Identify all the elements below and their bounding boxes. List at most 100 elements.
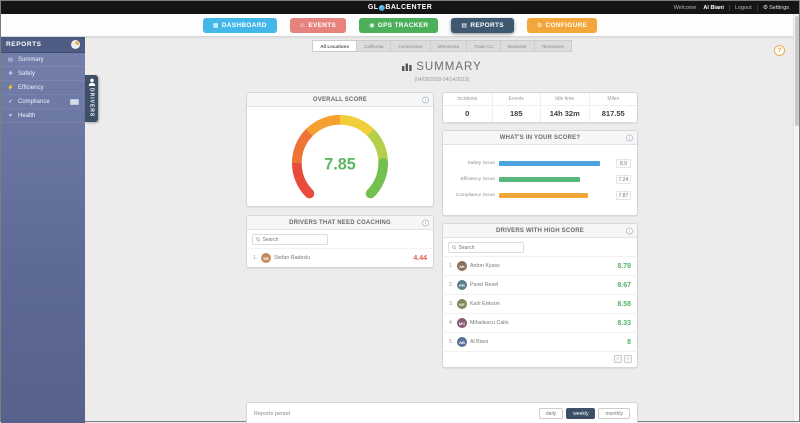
sidebar-title: REPORTS (6, 41, 42, 48)
bar-value: 8.9 (616, 159, 631, 168)
next-page-button[interactable] (624, 355, 632, 363)
prev-page-button[interactable] (614, 355, 622, 363)
gear-icon: ⚙ (762, 5, 769, 11)
coaching-header: DRIVERS THAT NEED COACHING (247, 216, 433, 230)
topbar: GL BALCENTER Welcome Al Biani Logout ⚙ S… (1, 1, 799, 14)
summary-icon: ▤ (7, 56, 14, 63)
coaching-row[interactable]: 1. SR Stefan Radeslu 4.44 (247, 248, 433, 267)
safety-score-bar-row: Safety Score 8.9 (449, 159, 631, 168)
stat-incidents: Incidents 0 (443, 93, 492, 122)
high-score-row[interactable]: 4. MC Mihailescu Calin 8.33 (443, 313, 637, 332)
stat-events: Events 185 (491, 93, 540, 122)
driver-score: 8.58 (617, 300, 631, 308)
score-breakdown-card: WHAT'S IN YOUR SCORE? Safety Score 8.9 E… (442, 130, 638, 216)
events-icon: ⚠ (299, 22, 306, 29)
coaching-search[interactable] (252, 234, 328, 245)
high-score-row[interactable]: 3. KE Karli Erikson 8.58 (443, 294, 637, 313)
stat-value: 817.55 (601, 109, 625, 118)
compliance-icon: ✔ (8, 98, 13, 105)
location-tab[interactable]: California (357, 40, 392, 52)
driver-name: Karli Erikson (470, 301, 500, 307)
sidebar-item-compliance[interactable]: ✔ Compliance (1, 95, 85, 109)
info-icon[interactable] (422, 96, 429, 103)
settings-label: Settings (769, 4, 789, 11)
efficiency-icon: ⚡ (7, 84, 14, 91)
sidebar-item-summary[interactable]: ▤ Summary (1, 53, 85, 67)
scrollbar[interactable] (793, 14, 799, 421)
stat-value: 185 (509, 109, 523, 118)
nav-dashboard-button[interactable]: ▦ DASHBOARD (202, 17, 277, 33)
monthly-button[interactable]: monthly (598, 408, 630, 419)
coaching-search-row (247, 230, 433, 248)
compliance-score-bar-row: Compliance Score 7.87 (449, 191, 631, 200)
main-nav: ▦ DASHBOARD ⚠ EVENTS ◉ GPS TRACKER ▤ REP… (1, 14, 799, 37)
high-score-search[interactable] (448, 242, 524, 253)
coaching-card: DRIVERS THAT NEED COACHING 1. SR Stefan … (246, 215, 434, 268)
search-icon (256, 237, 261, 242)
info-icon[interactable] (626, 227, 633, 234)
high-score-row[interactable]: 2. PR Pavel Resel 8.67 (443, 275, 637, 294)
overall-score-gauge: 7.85 (247, 107, 433, 206)
card-title: DRIVERS WITH HIGH SCORE (496, 227, 584, 234)
bar-chart-icon (402, 63, 412, 71)
nav-reports-button[interactable]: ▤ REPORTS (451, 17, 514, 33)
driver-rank: 5. (449, 339, 454, 345)
driver-name: Stefan Radeslu (274, 255, 311, 261)
stat-label: Miles (589, 96, 637, 106)
avatar: PR (457, 280, 467, 290)
daily-button[interactable]: daily (538, 408, 564, 419)
nav-configure-button[interactable]: ⚙ CONFIGURE (526, 17, 598, 33)
location-tab[interactable]: Tennessee (534, 40, 572, 52)
logout-link[interactable]: Logout (734, 4, 752, 11)
reports-sidebar: REPORTS ▤ Summary ✚ Safety ⚡ Efficiency … (1, 37, 98, 423)
help-button[interactable] (774, 45, 785, 56)
compliance-score-bar (499, 193, 589, 198)
period-buttons: daily weekly monthly (538, 408, 630, 419)
safety-icon: ✚ (8, 70, 13, 77)
tab-all-locations[interactable]: All Locations (312, 40, 358, 52)
coaching-search-input[interactable] (262, 236, 324, 243)
nav-label: CONFIGURE (545, 21, 588, 29)
sidebar-item-label: Safety (18, 70, 36, 77)
person-icon (88, 78, 95, 86)
page-title: SUMMARY (402, 61, 482, 73)
drivers-tab-label: DRIVERS (88, 88, 95, 118)
location-tab[interactable]: Connecticut (391, 40, 431, 52)
stat-miles: Miles 817.55 (588, 93, 637, 122)
location-tab[interactable]: Minnesota (430, 40, 467, 52)
avatar: KE (457, 299, 467, 309)
location-tab[interactable]: Business (500, 40, 535, 52)
app-logo: GL BALCENTER (368, 1, 432, 14)
info-icon[interactable] (626, 134, 633, 141)
high-score-header: DRIVERS WITH HIGH SCORE (443, 224, 637, 238)
logo-text-suffix: BALCENTER (385, 4, 433, 11)
driver-rank: 2. (449, 282, 454, 288)
pagination (443, 351, 637, 367)
nav-events-button[interactable]: ⚠ EVENTS (289, 17, 347, 33)
high-score-row[interactable]: 5. AB Al Biani 8 (443, 332, 637, 351)
welcome-label: Welcome (673, 4, 697, 11)
sidebar-item-efficiency[interactable]: ⚡ Efficiency (1, 81, 85, 95)
nav-gps-tracker-button[interactable]: ◉ GPS TRACKER (359, 17, 439, 33)
date-range: (04/09/2018-04/14/2018) (414, 77, 470, 83)
location-tabs: All Locations California Connecticut Min… (85, 40, 799, 52)
overall-score-header: OVERALL SCORE (247, 93, 433, 107)
sidebar-item-safety[interactable]: ✚ Safety (1, 67, 85, 81)
drivers-flyout-tab[interactable]: DRIVERS (85, 75, 98, 123)
info-icon[interactable] (422, 219, 429, 226)
scrollbar-thumb[interactable] (795, 16, 799, 126)
driver-score: 8.33 (617, 319, 631, 327)
bar-label: Safety Score (467, 161, 495, 166)
driver-rank: 1. (253, 255, 258, 261)
high-score-search-input[interactable] (458, 244, 520, 251)
user-name: Al Biani (703, 4, 724, 11)
health-icon: ♥ (8, 112, 13, 119)
high-score-row[interactable]: 1. AK Anton Kyass 8.78 (443, 256, 637, 275)
settings-link[interactable]: ⚙ Settings (762, 4, 789, 12)
weekly-button[interactable]: weekly (566, 408, 596, 419)
sidebar-item-label: Summary (18, 56, 44, 63)
location-tab[interactable]: Trade Co (466, 40, 501, 52)
avatar: AB (457, 337, 467, 347)
sidebar-item-health[interactable]: ♥ Health (1, 109, 85, 123)
card-title: WHAT'S IN YOUR SCORE? (499, 134, 581, 141)
